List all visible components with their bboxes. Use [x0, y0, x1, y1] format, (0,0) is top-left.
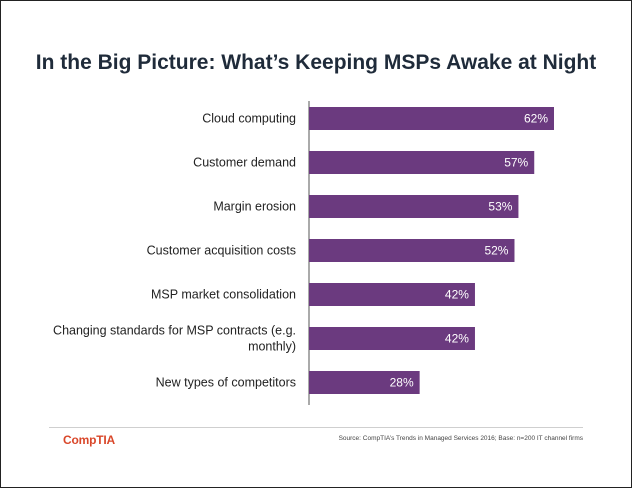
bar-4 — [309, 283, 475, 306]
category-label-5-line-1: monthly) — [248, 340, 296, 354]
value-label-0: 62% — [524, 112, 548, 126]
value-label-3: 52% — [484, 244, 508, 258]
category-label-0: Cloud computing — [202, 112, 296, 126]
category-label-4: MSP market consolidation — [151, 288, 296, 302]
footer-divider — [49, 427, 583, 428]
chart-title: In the Big Picture: What’s Keeping MSPs … — [35, 51, 597, 74]
bar-5 — [309, 327, 475, 350]
value-label-4: 42% — [445, 288, 469, 302]
category-label-5-line-0: Changing standards for MSP contracts (e.… — [53, 324, 296, 338]
bar-0 — [309, 107, 554, 130]
bar-chart: 62% Cloud computing 57% Customer demand 53% M… — [53, 101, 554, 405]
value-label-5: 42% — [445, 332, 469, 346]
category-label-3: Customer acquisition costs — [147, 244, 296, 258]
comptia-logo: CompTIA — [63, 433, 115, 447]
bar-2 — [309, 195, 519, 218]
value-label-2: 53% — [488, 200, 512, 214]
bar-6 — [309, 371, 420, 394]
value-label-1: 57% — [504, 156, 528, 170]
bar-3 — [309, 239, 515, 262]
category-label-6: New types of competitors — [156, 376, 296, 390]
bar-1 — [309, 151, 535, 174]
category-label-2: Margin erosion — [213, 200, 296, 214]
value-label-6: 28% — [390, 376, 414, 390]
category-label-1: Customer demand — [193, 156, 296, 170]
source-note: Source: CompTIA’s Trends in Managed Serv… — [338, 435, 583, 442]
